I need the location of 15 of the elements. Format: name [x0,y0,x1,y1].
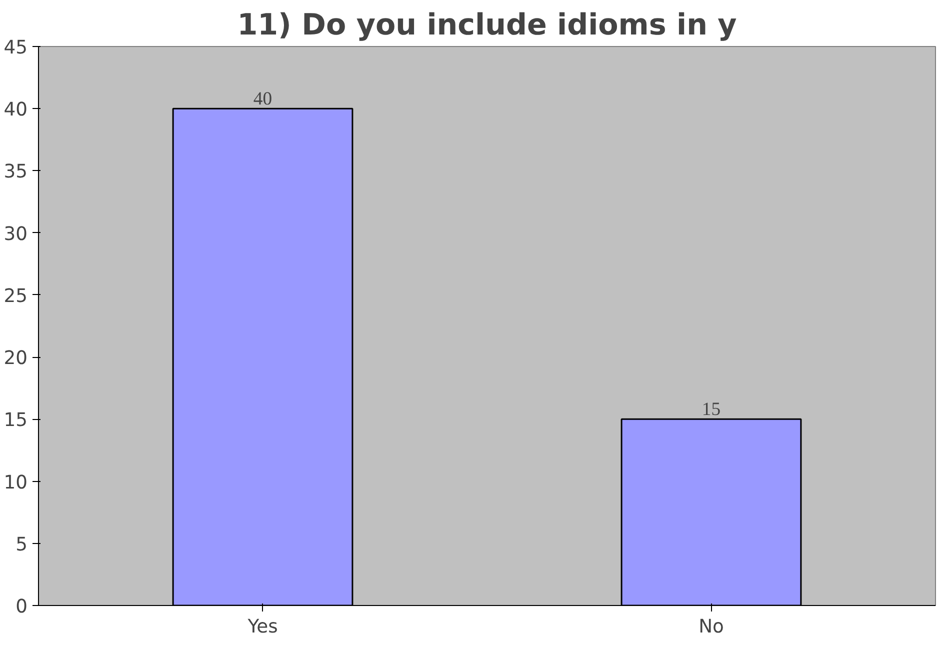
chart-title: 11) Do you include idioms in y [237,8,737,42]
y-tick-label: 5 [16,534,28,556]
y-tick-label: 20 [4,348,28,370]
y-tick-label: 0 [16,596,28,618]
y-tick-label: 25 [4,286,28,307]
y-tick-label: 45 [4,38,28,58]
x-tick-label: No [698,616,724,638]
y-tick-label: 35 [4,162,28,183]
y-tick-label: 30 [4,224,28,245]
x-tick-label: Yes [246,616,278,638]
y-tick-label: 40 [4,100,28,121]
y-tick-label: 15 [4,410,28,432]
y-tick-label: 10 [4,472,28,494]
data-label: 40 [253,88,272,110]
data-label: 15 [702,399,721,420]
